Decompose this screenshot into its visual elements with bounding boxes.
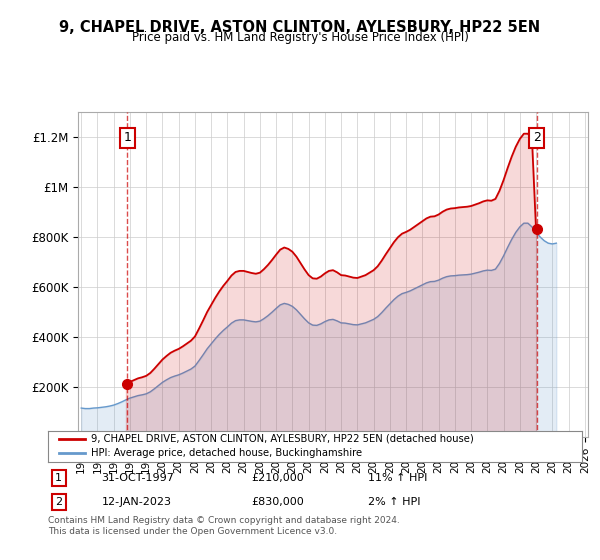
Text: 1: 1 bbox=[55, 473, 62, 483]
Text: 11% ↑ HPI: 11% ↑ HPI bbox=[368, 473, 428, 483]
Text: £210,000: £210,000 bbox=[251, 473, 304, 483]
Text: 2: 2 bbox=[55, 497, 62, 507]
Text: Contains HM Land Registry data © Crown copyright and database right 2024.
This d: Contains HM Land Registry data © Crown c… bbox=[48, 516, 400, 536]
Text: 9, CHAPEL DRIVE, ASTON CLINTON, AYLESBURY, HP22 5EN (detached house): 9, CHAPEL DRIVE, ASTON CLINTON, AYLESBUR… bbox=[91, 434, 473, 444]
Text: 31-OCT-1997: 31-OCT-1997 bbox=[101, 473, 174, 483]
Text: 12-JAN-2023: 12-JAN-2023 bbox=[101, 497, 172, 507]
Text: 2: 2 bbox=[533, 132, 541, 144]
Text: HPI: Average price, detached house, Buckinghamshire: HPI: Average price, detached house, Buck… bbox=[91, 449, 362, 459]
Text: 1: 1 bbox=[123, 132, 131, 144]
Text: 9, CHAPEL DRIVE, ASTON CLINTON, AYLESBURY, HP22 5EN: 9, CHAPEL DRIVE, ASTON CLINTON, AYLESBUR… bbox=[59, 20, 541, 35]
Text: £830,000: £830,000 bbox=[251, 497, 304, 507]
Text: Price paid vs. HM Land Registry's House Price Index (HPI): Price paid vs. HM Land Registry's House … bbox=[131, 31, 469, 44]
Text: 2% ↑ HPI: 2% ↑ HPI bbox=[368, 497, 421, 507]
